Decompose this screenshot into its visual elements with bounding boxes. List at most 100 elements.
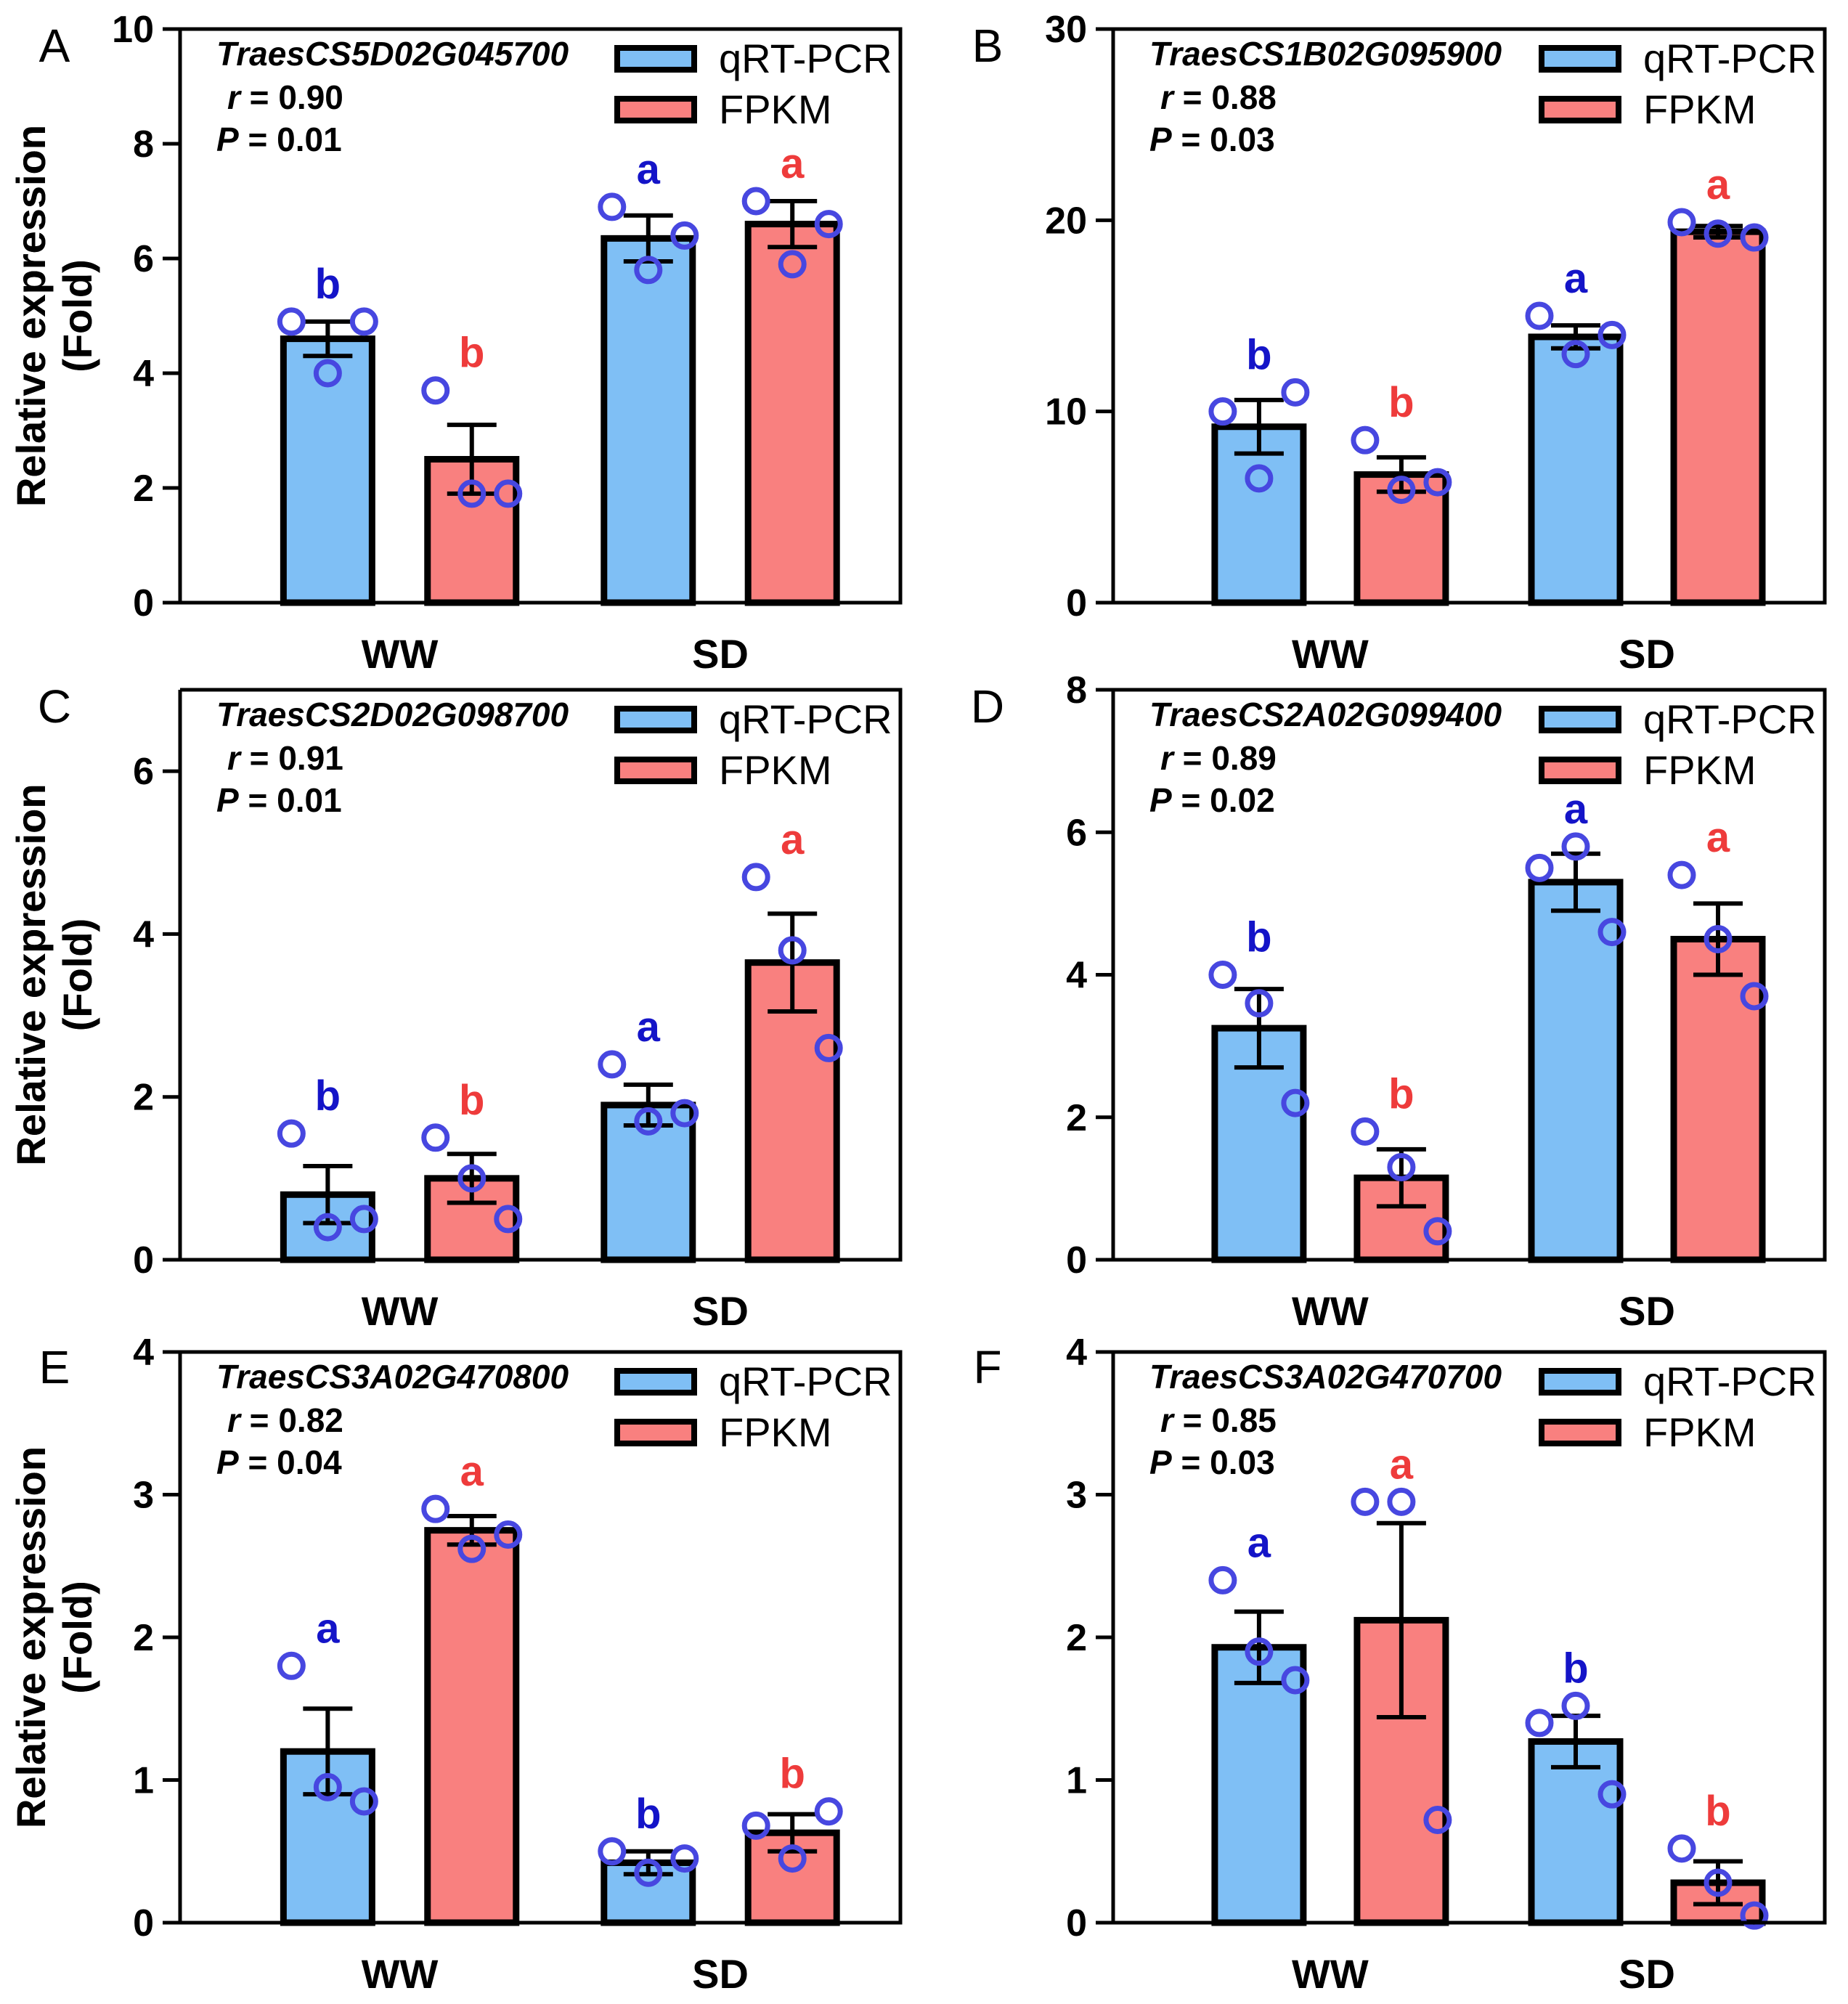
panel-d-r-stat: r = 0.89 — [1160, 739, 1277, 777]
panel-c-gene-name: TraesCS2D02G098700 — [216, 696, 569, 733]
panel-f-r-eq: = — [1173, 1401, 1211, 1439]
panel-a-legend-qrt-swatch — [614, 45, 697, 73]
panel-d-ww-qrt-point — [1208, 961, 1237, 989]
panel-a-ww-qrt-bar — [280, 335, 375, 606]
panel-a-ww-qrt-point — [349, 307, 378, 336]
panel-c-sd-fpkm-sig-letter: a — [781, 816, 805, 863]
panel-c-ww-fpkm-point — [457, 1164, 487, 1193]
panel-e-p-eq: = — [239, 1443, 277, 1481]
panel-f-xlabel-ww: WW — [1292, 1951, 1369, 1997]
panel-f-sd-qrt-sig-letter: b — [1563, 1645, 1588, 1692]
panel-d-r-eq: = — [1173, 739, 1211, 777]
panel-f-ww-fpkm-sig-letter: a — [1390, 1441, 1414, 1488]
panel-e-sd-fpkm-point — [741, 1811, 770, 1840]
panel-d-ylabel-2: (Fold) — [54, 918, 100, 1031]
panel-c-xlabel-ww: WW — [362, 1288, 439, 1334]
panel-b-p-value: 0.03 — [1210, 121, 1275, 158]
panel-f-sd-qrt-point — [1525, 1708, 1554, 1738]
panel-e-sd-qrt-point — [598, 1837, 627, 1866]
panel-c-ytick-label: 6 — [133, 751, 154, 793]
panel-b-xlabel-ww: WW — [1292, 631, 1369, 677]
panel-e-p-symbol: P — [216, 1443, 239, 1481]
panel-c-xlabel-sd: SD — [692, 1288, 749, 1334]
panel-a-ytick-label: 2 — [133, 468, 154, 510]
panel-e-r-stat: r = 0.82 — [227, 1401, 343, 1439]
panel-c-ytick-label: 2 — [133, 1077, 154, 1119]
panel-d-p-stat: P = 0.02 — [1149, 781, 1275, 819]
panel-b-p-stat: P = 0.03 — [1149, 121, 1275, 158]
panel-e-gene-name: TraesCS3A02G470800 — [216, 1358, 569, 1396]
panel-f-sd-fpkm-point — [1667, 1834, 1696, 1863]
panel-d-sd-qrt-point — [1561, 832, 1590, 861]
panel-c-sd-fpkm-point — [741, 863, 770, 892]
panel-b-ww-qrt-point — [1281, 378, 1310, 407]
panel-e-sd-qrt-sig-letter: b — [635, 1791, 661, 1838]
panel-e-legend-qrt-label: qRT-PCR — [719, 1359, 892, 1404]
panel-e: E Relative expression (Fold) a b a b 0 1 2 3 4 WW SD T… — [8, 1332, 903, 1997]
panel-c-ww-fpkm-point — [421, 1123, 450, 1152]
panel-a-sd-fpkm-point — [778, 250, 807, 279]
panel-a-r-eq: = — [240, 78, 278, 116]
panel-b-xlabel-sd: SD — [1619, 631, 1675, 677]
panel-f-ww-qrt-point — [1245, 1637, 1274, 1666]
panel-a-ww-qrt-point — [277, 307, 306, 336]
panel-d-p-value: 0.02 — [1210, 781, 1275, 819]
panel-f-r-value: 0.85 — [1211, 1401, 1277, 1439]
panel-f-legend-qrt-label: qRT-PCR — [1643, 1359, 1817, 1404]
panel-b-sd-fpkm-point — [1667, 208, 1696, 237]
panel-e-r-eq: = — [240, 1401, 278, 1439]
panel-e-ytick-label: 4 — [133, 1332, 154, 1374]
panel-a-sd-qrt-point — [598, 192, 627, 221]
panel-b-p-eq: = — [1172, 121, 1210, 158]
panel-c-r-stat: r = 0.91 — [227, 739, 343, 777]
panel-f-ylabel-1: Relative expression — [8, 1446, 54, 1828]
panel-f-ww-qrt-bar — [1211, 1644, 1307, 1926]
panel-c-ylabel-1: Relative expression — [8, 783, 54, 1165]
panel-f-p-stat: P = 0.03 — [1149, 1443, 1275, 1481]
panel-f-sd-fpkm-point — [1704, 1868, 1733, 1897]
panel-b-ww-fpkm-point — [1423, 468, 1452, 497]
panel-d-xlabel-sd: SD — [1619, 1288, 1675, 1334]
panel-f-ytick-label: 2 — [1066, 1617, 1087, 1659]
panel-c-sd-qrt-point — [670, 1099, 699, 1128]
panel-b-p-symbol: P — [1149, 121, 1172, 158]
panel-e-ytick-label: 2 — [133, 1617, 154, 1659]
panel-a-sd-fpkm-point — [814, 210, 843, 239]
panel-e-xlabel-ww: WW — [362, 1951, 439, 1997]
panel-e-r-value: 0.82 — [278, 1401, 343, 1439]
panel-b-r-stat: r = 0.88 — [1160, 78, 1277, 116]
panel-d-frame — [1111, 688, 1827, 1262]
panel-e-ww-fpkm-point — [421, 1494, 450, 1523]
panel-a-sd-qrt-point — [670, 221, 699, 250]
panel-a-legend-qrt-label: qRT-PCR — [719, 36, 892, 81]
panel-a-ytick-label: 8 — [133, 123, 154, 166]
panel-b-legend-fpkm-label: FPKM — [1643, 86, 1757, 132]
panel-b-ww-qrt-sig-letter: b — [1246, 331, 1271, 378]
panel-c-p-eq: = — [239, 781, 277, 819]
panel-a-frame — [178, 27, 903, 605]
panel-b-ytick-label: 20 — [1045, 200, 1087, 242]
panel-b-ww-qrt-point — [1208, 397, 1237, 426]
panel-b-sd-qrt-point — [1561, 340, 1590, 369]
panel-e-sd-fpkm-point — [778, 1844, 807, 1873]
panel-a-sd-qrt-sig-letter: a — [637, 146, 661, 193]
panel-e-legend-fpkm-label: FPKM — [719, 1409, 832, 1455]
panel-c-r-symbol: r — [227, 739, 242, 777]
panel-a-gene-name: TraesCS5D02G045700 — [216, 35, 569, 73]
panel-f-sd-fpkm-point — [1740, 1901, 1769, 1930]
panel-e-ylabel-2: (Fold) — [54, 1581, 100, 1693]
panel-f-ytick-label: 1 — [1066, 1760, 1087, 1802]
panel-c-letter: C — [38, 680, 71, 733]
panel-a-sd-fpkm-sig-letter: a — [781, 140, 805, 187]
panel-b-sd-fpkm-point — [1740, 223, 1769, 252]
panel-a-p-stat: P = 0.01 — [216, 121, 342, 158]
panel-d: D Relative expression (Fold) b a b a 0 2 4 6 8 WW SD T… — [8, 669, 1827, 1334]
panel-c-ytick-label: 4 — [133, 913, 154, 956]
panel-f-ww-fpkm-point — [1351, 1487, 1380, 1516]
panel-b-sd-fpkm-point — [1704, 219, 1733, 248]
panel-d-sd-fpkm-point — [1740, 982, 1769, 1011]
panel-c-sd-fpkm-point — [814, 1033, 843, 1062]
panel-e-xlabel-sd: SD — [692, 1951, 749, 1997]
panel-a-sd-qrt-bar — [601, 235, 696, 606]
panel-c-r-eq: = — [240, 739, 278, 777]
